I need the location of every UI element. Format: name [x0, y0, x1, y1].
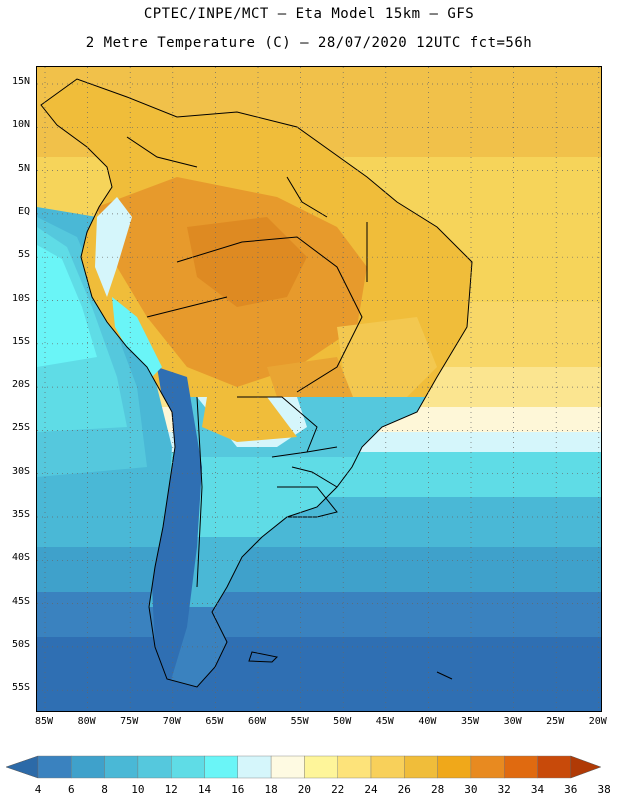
colorbar-swatch — [270, 755, 305, 779]
colorbar-swatch — [370, 755, 405, 779]
colorbar-swatch — [404, 755, 438, 779]
colorbar-tick-label: 16 — [231, 783, 245, 796]
lon-tick-label: 70W — [162, 716, 181, 727]
lat-tick-label: 30S — [11, 465, 30, 477]
lat-tick-label: 5N — [17, 162, 30, 174]
colorbar-tick-label: 4 — [34, 783, 42, 796]
colorbar-swatch — [204, 755, 238, 779]
colorbar-swatch — [104, 755, 139, 779]
lon-tick-label: 30W — [503, 716, 522, 727]
colorbar-swatch — [437, 755, 472, 779]
lat-tick-label: 50S — [11, 638, 30, 650]
colorbar-swatch — [137, 755, 172, 779]
colorbar-tick-label: 24 — [364, 783, 378, 796]
lat-tick-label: 45S — [11, 595, 30, 607]
lat-tick-label: 10N — [11, 119, 30, 131]
colorbar-tick-label: 36 — [564, 783, 578, 796]
lon-tick-label: 80W — [77, 716, 96, 727]
coastlines-borders — [40, 78, 473, 688]
colorbar-swatch — [237, 755, 272, 779]
title-line-model: CPTEC/INPE/MCT – Eta Model 15km – GFS — [143, 6, 475, 22]
colorbar-tick-label: 32 — [497, 783, 511, 796]
colorbar-tick-label: 30 — [464, 783, 478, 796]
colorbar-swatch — [37, 755, 72, 779]
temperature-map — [36, 66, 602, 712]
lat-tick-label: 55S — [11, 682, 30, 694]
colorbar-tick-label: 14 — [197, 783, 212, 796]
colorbar-swatch — [71, 755, 105, 779]
colorbar-swatch — [537, 755, 571, 779]
colorbar-tick-label: 20 — [297, 783, 312, 796]
colorbar-tick-label: 34 — [530, 783, 545, 796]
colorbar-tick-label: 38 — [597, 783, 611, 796]
lon-tick-label: 20W — [588, 716, 607, 727]
lon-tick-label: 75W — [120, 716, 139, 727]
lon-tick-label: 55W — [290, 716, 309, 727]
lat-tick-label: 40S — [11, 552, 30, 564]
colorbar-tick-label: 8 — [101, 783, 108, 796]
lat-tick-label: 5S — [17, 249, 30, 261]
lon-tick-label: 85W — [34, 716, 54, 727]
lat-tick-label: 20S — [11, 379, 30, 391]
colorbar-tick-label: 28 — [430, 783, 445, 796]
colorbar-swatch — [470, 755, 505, 779]
title-line-variable: 2 Metre Temperature (C) – 28/07/2020 12U… — [85, 35, 533, 51]
lat-tick-label: 15N — [11, 76, 30, 87]
colorbar-tick-label: 6 — [67, 783, 75, 796]
colorbar-tick-label: 12 — [164, 783, 178, 796]
lat-tick-label: 10S — [11, 292, 30, 304]
colorbar-tick-label: 22 — [331, 783, 345, 796]
colorbar — [5, 755, 602, 779]
colorbar-tick-label: 10 — [131, 783, 145, 796]
lat-tick-label: 35S — [11, 509, 30, 520]
lon-tick-label: 45W — [375, 716, 394, 727]
lat-tick-label: 25S — [11, 422, 30, 434]
lon-tick-label: 25W — [546, 716, 565, 727]
colorbar-swatch — [170, 755, 205, 779]
lon-tick-label: 35W — [460, 716, 480, 727]
colorbar-tick-label: 18 — [264, 783, 278, 796]
colorbar-swatch — [337, 755, 372, 779]
lon-tick-label: 60W — [247, 716, 267, 727]
lon-tick-label: 50W — [333, 716, 352, 727]
colorbar-swatch — [304, 755, 338, 779]
colorbar-tick-label: 26 — [397, 783, 411, 796]
colorbar-arrow-low — [5, 755, 39, 779]
map-canvas — [37, 67, 601, 711]
colorbar-swatch — [504, 755, 538, 779]
lon-tick-label: 40W — [418, 716, 437, 727]
lat-tick-label: EQ — [17, 205, 30, 217]
lat-tick-label: 15S — [11, 335, 30, 347]
lon-tick-label: 65W — [205, 716, 224, 727]
colorbar-arrow-high — [570, 755, 602, 779]
